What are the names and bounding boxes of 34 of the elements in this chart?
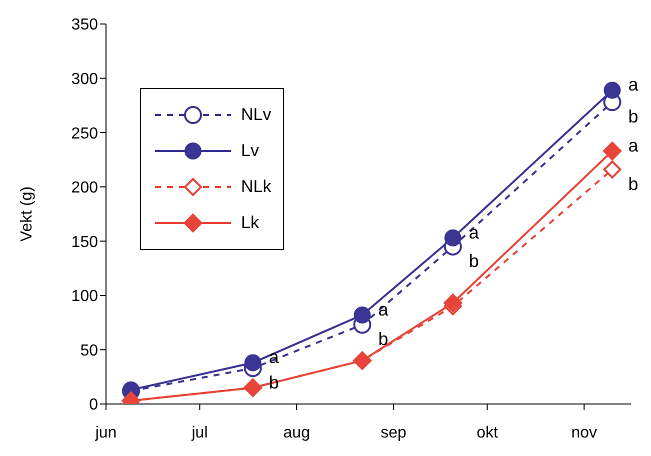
y-tick-label: 100: [71, 288, 98, 306]
legend-label: NLv: [241, 105, 272, 125]
y-tick-label: 200: [71, 180, 98, 197]
y-tick-label: 350: [71, 16, 98, 34]
annotation: a: [628, 74, 640, 95]
point: [354, 306, 371, 324]
y-axis-title: Vekt (g): [18, 186, 36, 242]
annotation: b: [468, 250, 479, 271]
legend-label: Lv: [241, 141, 259, 161]
y-tick-label: 250: [71, 125, 98, 142]
point: [604, 82, 621, 99]
x-tick-label: nov: [571, 424, 598, 442]
x-tick-label: sep: [380, 424, 406, 442]
point: [244, 354, 262, 372]
annotation: a: [378, 299, 390, 320]
legend-label: NLk: [241, 177, 272, 197]
legend-label: Lk: [241, 213, 259, 233]
annotation: b: [378, 329, 388, 350]
y-tick-label: 0: [89, 396, 98, 414]
y-tick-label: 150: [71, 234, 98, 251]
annotation: a: [628, 135, 640, 156]
x-tick-label: okt: [476, 424, 498, 442]
annotation: b: [628, 174, 638, 194]
y-tick-label: 50: [80, 342, 98, 360]
annotation: b: [628, 106, 638, 127]
point: [444, 229, 462, 246]
annotation: a: [468, 222, 480, 242]
x-tick-label: jun: [94, 424, 117, 442]
x-tick-label: jul: [190, 424, 208, 442]
y-tick-label: 300: [71, 70, 98, 88]
point: [602, 142, 622, 161]
x-tick-label: aug: [283, 424, 310, 442]
point: [443, 294, 462, 313]
point: [603, 160, 622, 178]
